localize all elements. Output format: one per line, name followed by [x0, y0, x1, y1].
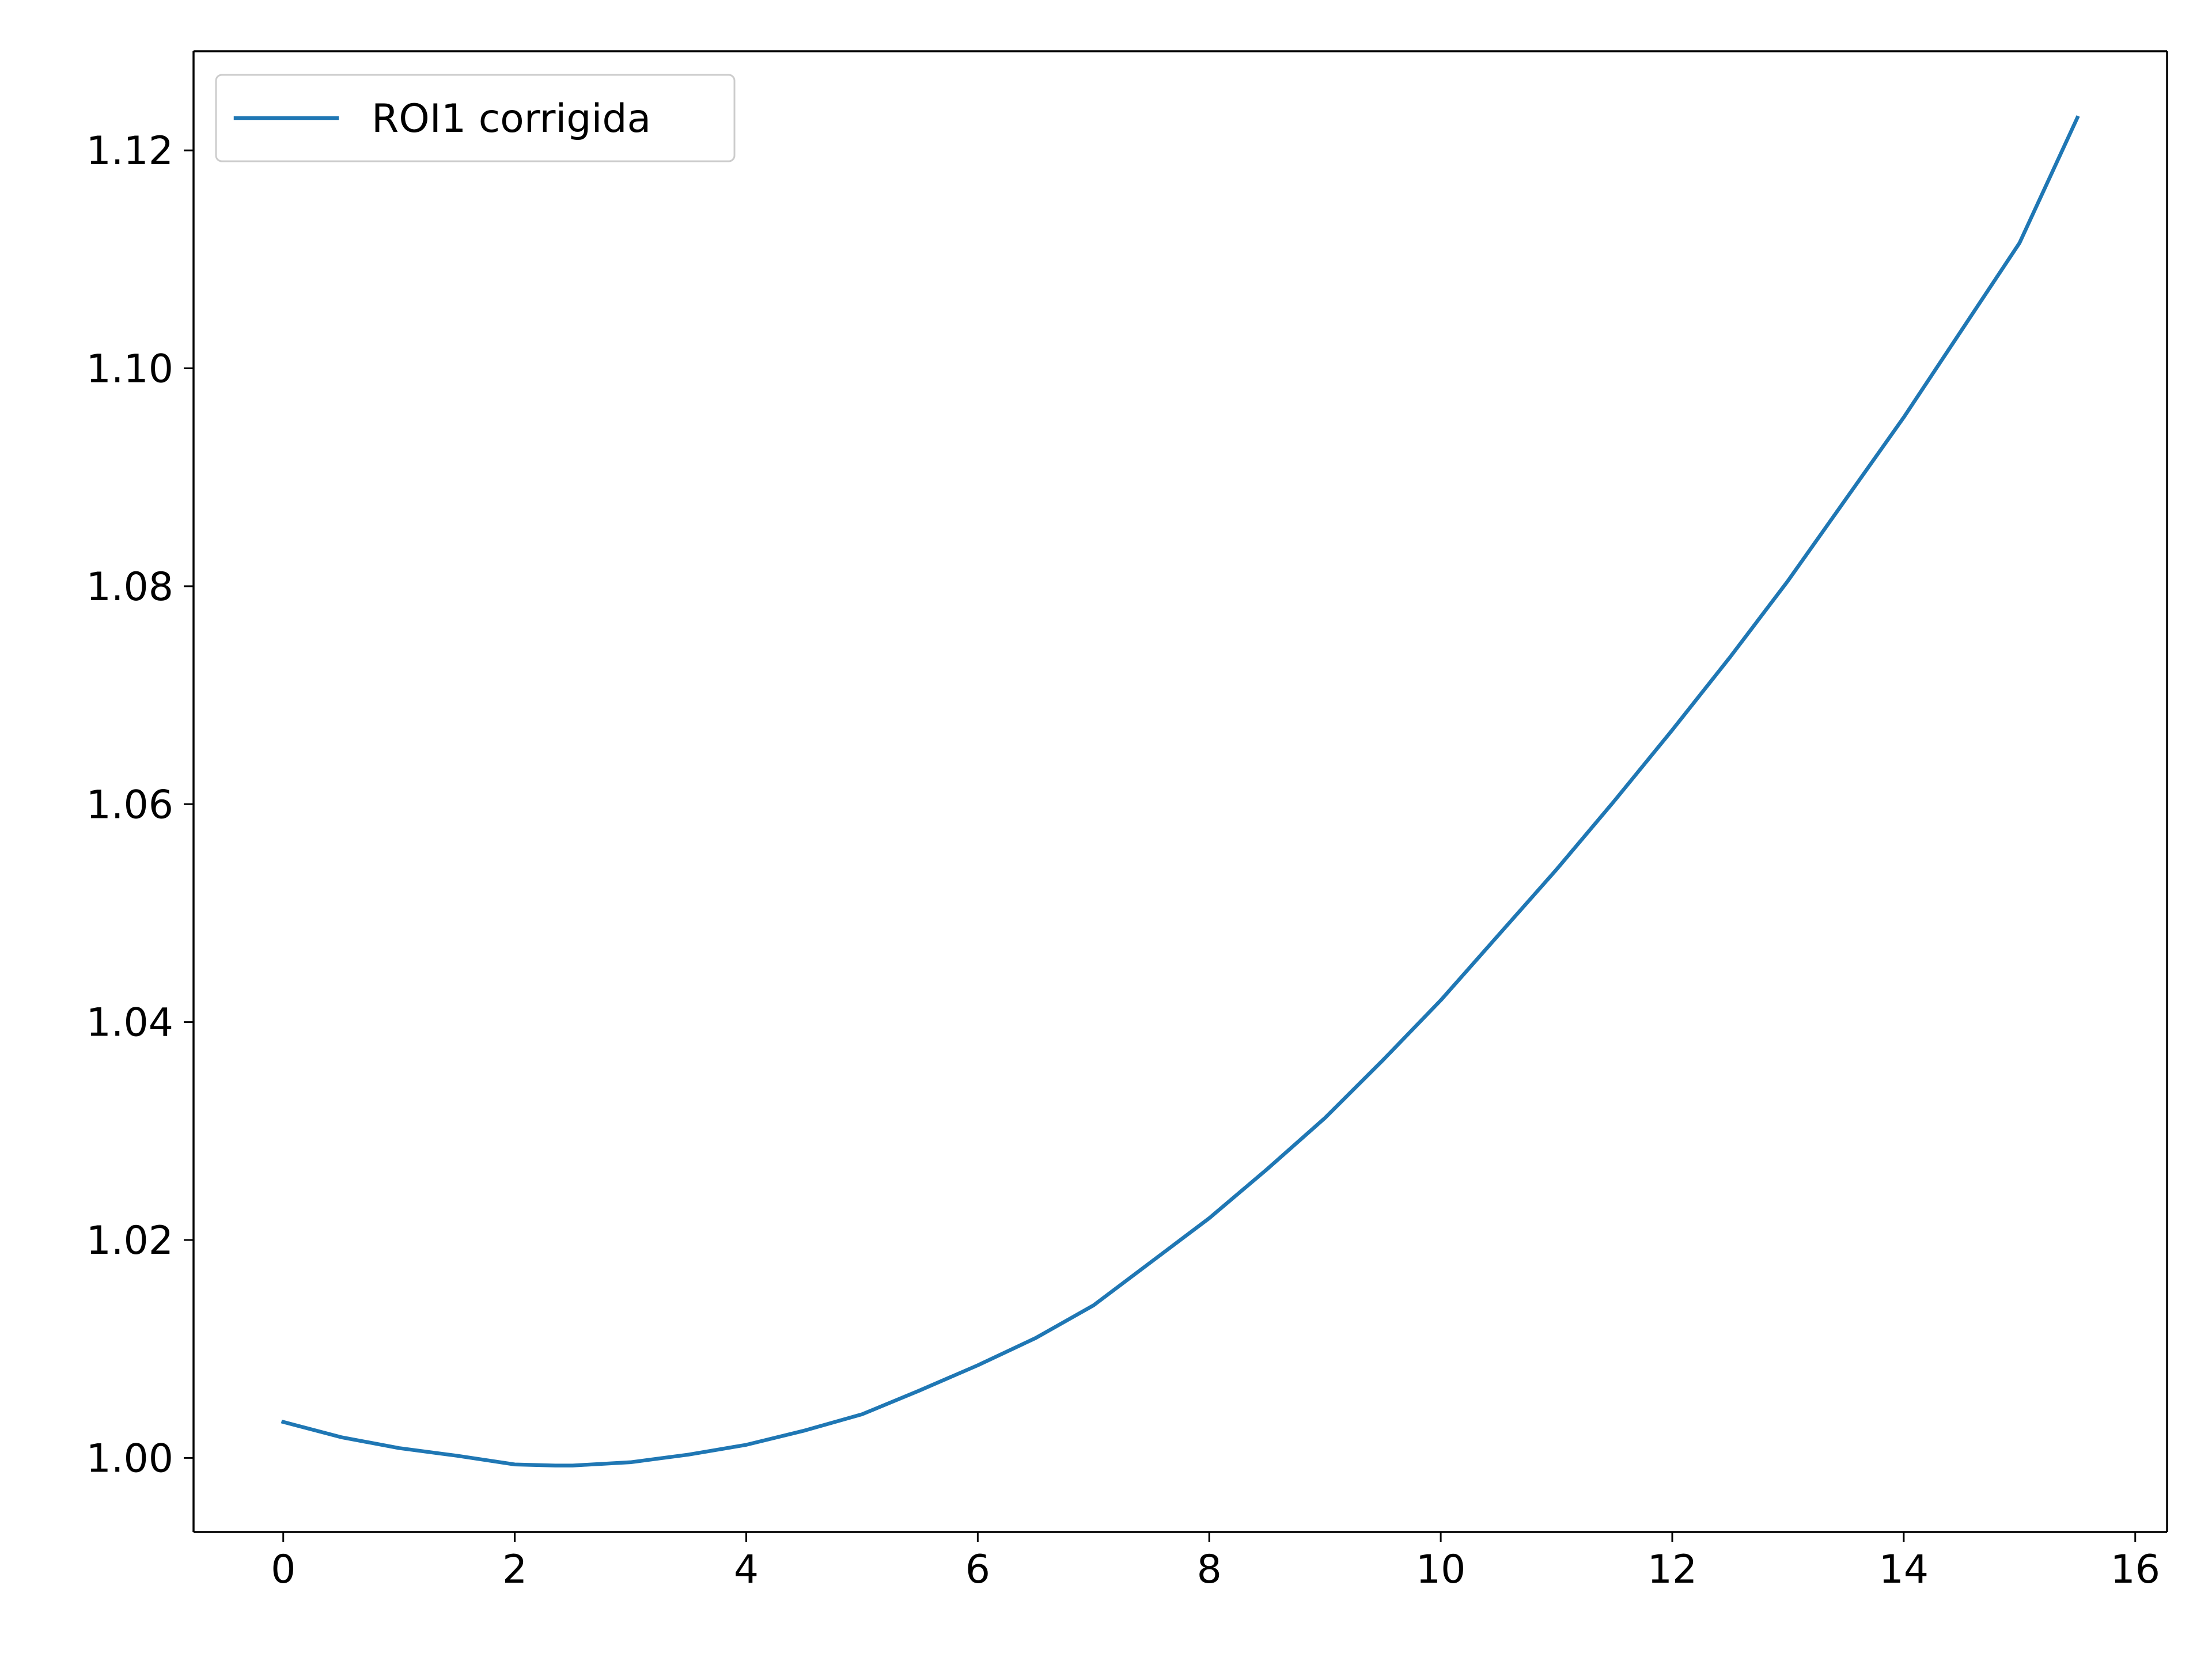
y-tick-label: 1.08	[86, 564, 173, 610]
x-tick-label: 16	[2110, 1547, 2160, 1592]
x-tick-label: 14	[1879, 1547, 1929, 1592]
plot-area	[194, 51, 2167, 1532]
x-tick-label: 6	[965, 1547, 990, 1592]
series-layer	[281, 115, 2080, 1467]
y-tick-label: 1.10	[86, 347, 173, 392]
x-tick-label: 0	[271, 1547, 296, 1592]
x-tick-label: 10	[1416, 1547, 1466, 1592]
legend: ROI1 corrigida	[215, 74, 736, 162]
series-line-1	[281, 115, 2080, 1467]
axes-layer: 0 2 4 6 8 10 12 14 16 1.00 1.02 1.04 1.06 1.08 1.10 1.1…	[86, 50, 2168, 1592]
x-tick-label: 8	[1197, 1547, 1222, 1592]
y-tick-label: 1.06	[86, 782, 173, 828]
x-tick-label: 2	[502, 1547, 527, 1592]
y-tick-label: 1.12	[86, 128, 173, 174]
y-tick-label: 1.04	[86, 1000, 173, 1046]
y-tick-label: 1.00	[86, 1436, 173, 1481]
plot-background	[194, 51, 2167, 1532]
legend-box	[215, 74, 736, 162]
legend-label: ROI1 corrigida	[372, 96, 651, 142]
x-tick-label: 4	[734, 1547, 759, 1592]
x-tick-label: 12	[1647, 1547, 1698, 1592]
y-tick-label: 1.02	[86, 1218, 173, 1264]
